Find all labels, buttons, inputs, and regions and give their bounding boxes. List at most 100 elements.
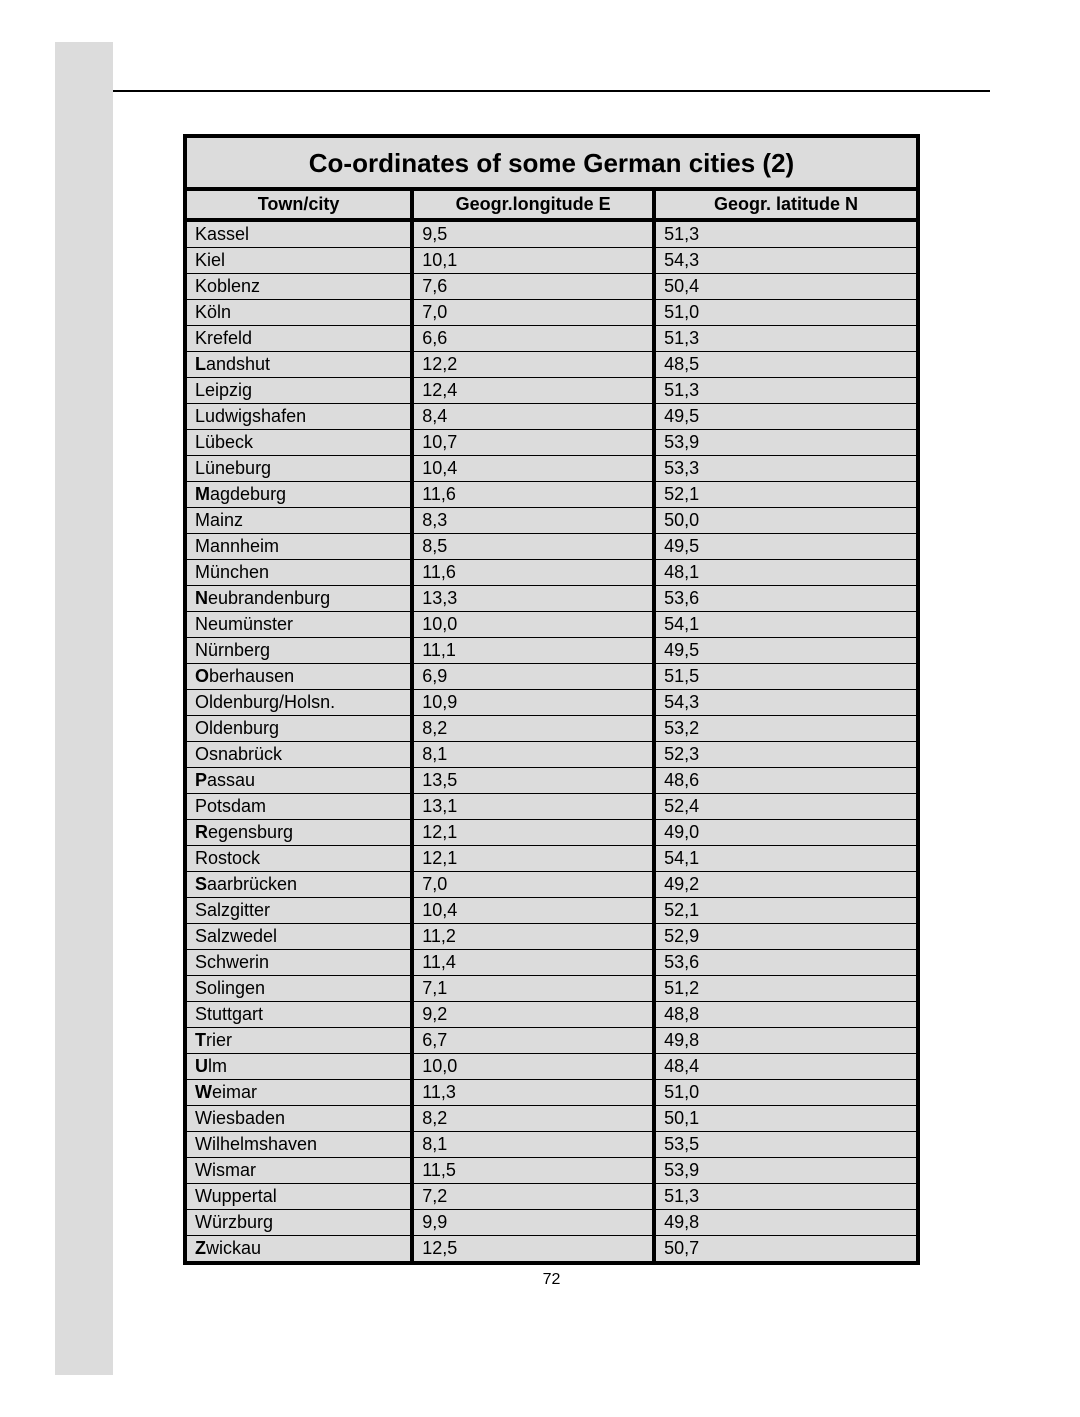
table-row: Regensburg12,149,0 — [185, 820, 918, 846]
table-row: Kiel10,154,3 — [185, 248, 918, 274]
cell-longitude: 13,5 — [412, 768, 654, 794]
cell-latitude: 48,4 — [654, 1054, 918, 1080]
cell-longitude: 8,5 — [412, 534, 654, 560]
table-row: Lübeck10,753,9 — [185, 430, 918, 456]
table-row: Ulm10,048,4 — [185, 1054, 918, 1080]
cell-latitude: 51,5 — [654, 664, 918, 690]
cell-city: Zwickau — [185, 1236, 412, 1264]
table-row: Mainz8,350,0 — [185, 508, 918, 534]
cell-latitude: 49,8 — [654, 1210, 918, 1236]
cell-latitude: 49,5 — [654, 638, 918, 664]
cell-latitude: 53,3 — [654, 456, 918, 482]
cell-longitude: 7,6 — [412, 274, 654, 300]
table-row: Lüneburg10,453,3 — [185, 456, 918, 482]
cell-latitude: 48,5 — [654, 352, 918, 378]
table-row: Neumünster10,054,1 — [185, 612, 918, 638]
cell-city: Oldenburg — [185, 716, 412, 742]
cell-latitude: 48,8 — [654, 1002, 918, 1028]
cell-longitude: 10,0 — [412, 612, 654, 638]
cell-city: Leipzig — [185, 378, 412, 404]
cell-city: Landshut — [185, 352, 412, 378]
cell-longitude: 7,0 — [412, 300, 654, 326]
cell-latitude: 50,4 — [654, 274, 918, 300]
cell-city: Mannheim — [185, 534, 412, 560]
cell-latitude: 50,1 — [654, 1106, 918, 1132]
table-row: Nürnberg11,149,5 — [185, 638, 918, 664]
cell-longitude: 10,0 — [412, 1054, 654, 1080]
table-header-row: Town/city Geogr.longitude E Geogr. latit… — [185, 189, 918, 220]
table-row: Rostock12,154,1 — [185, 846, 918, 872]
table-row: Potsdam13,152,4 — [185, 794, 918, 820]
cell-city: Wiesbaden — [185, 1106, 412, 1132]
cell-longitude: 6,6 — [412, 326, 654, 352]
cell-longitude: 12,1 — [412, 846, 654, 872]
cell-city: Oldenburg/Holsn. — [185, 690, 412, 716]
cell-longitude: 11,4 — [412, 950, 654, 976]
table-row: Weimar11,351,0 — [185, 1080, 918, 1106]
cell-latitude: 51,3 — [654, 1184, 918, 1210]
cell-city: Oberhausen — [185, 664, 412, 690]
cell-longitude: 12,5 — [412, 1236, 654, 1264]
cell-latitude: 50,7 — [654, 1236, 918, 1264]
cell-longitude: 9,5 — [412, 220, 654, 248]
cell-latitude: 54,1 — [654, 612, 918, 638]
table-row: Saarbrücken7,049,2 — [185, 872, 918, 898]
cell-city: Ludwigshafen — [185, 404, 412, 430]
table-row: Ludwigshafen8,449,5 — [185, 404, 918, 430]
cell-latitude: 53,9 — [654, 430, 918, 456]
cell-city: Würzburg — [185, 1210, 412, 1236]
cell-city: Köln — [185, 300, 412, 326]
coordinates-table-wrap: Co-ordinates of some German cities (2) T… — [183, 134, 920, 1289]
cell-city: Lüneburg — [185, 456, 412, 482]
cell-city: Ulm — [185, 1054, 412, 1080]
table-title: Co-ordinates of some German cities (2) — [183, 134, 920, 187]
table-row: Würzburg9,949,8 — [185, 1210, 918, 1236]
cell-longitude: 6,9 — [412, 664, 654, 690]
cell-longitude: 12,1 — [412, 820, 654, 846]
cell-latitude: 53,2 — [654, 716, 918, 742]
left-margin-bar — [55, 42, 113, 1375]
cell-latitude: 49,8 — [654, 1028, 918, 1054]
cell-latitude: 53,6 — [654, 950, 918, 976]
document-page: Co-ordinates of some German cities (2) T… — [0, 0, 1080, 1417]
cell-latitude: 54,1 — [654, 846, 918, 872]
cell-latitude: 49,5 — [654, 404, 918, 430]
cell-city: Salzgitter — [185, 898, 412, 924]
cell-longitude: 12,4 — [412, 378, 654, 404]
cell-longitude: 8,4 — [412, 404, 654, 430]
cell-latitude: 52,3 — [654, 742, 918, 768]
cell-city: Saarbrücken — [185, 872, 412, 898]
cell-city: Wuppertal — [185, 1184, 412, 1210]
cell-city: Krefeld — [185, 326, 412, 352]
cell-latitude: 52,9 — [654, 924, 918, 950]
cell-latitude: 51,0 — [654, 300, 918, 326]
cell-longitude: 8,2 — [412, 1106, 654, 1132]
cell-latitude: 54,3 — [654, 248, 918, 274]
table-row: Oldenburg/Holsn.10,954,3 — [185, 690, 918, 716]
table-row: Landshut12,248,5 — [185, 352, 918, 378]
table-row: Salzgitter10,452,1 — [185, 898, 918, 924]
cell-city: Koblenz — [185, 274, 412, 300]
cell-city: Weimar — [185, 1080, 412, 1106]
cell-longitude: 7,0 — [412, 872, 654, 898]
table-row: Passau13,548,6 — [185, 768, 918, 794]
cell-city: Salzwedel — [185, 924, 412, 950]
cell-longitude: 10,1 — [412, 248, 654, 274]
column-header-longitude: Geogr.longitude E — [412, 189, 654, 220]
cell-latitude: 53,5 — [654, 1132, 918, 1158]
cell-city: Mainz — [185, 508, 412, 534]
table-row: Oberhausen6,951,5 — [185, 664, 918, 690]
table-row: Kassel9,551,3 — [185, 220, 918, 248]
table-row: Magdeburg11,652,1 — [185, 482, 918, 508]
cell-latitude: 51,3 — [654, 220, 918, 248]
cell-latitude: 51,3 — [654, 326, 918, 352]
cell-longitude: 9,2 — [412, 1002, 654, 1028]
cell-city: Neubrandenburg — [185, 586, 412, 612]
cell-city: Potsdam — [185, 794, 412, 820]
cell-longitude: 9,9 — [412, 1210, 654, 1236]
cell-city: München — [185, 560, 412, 586]
table-row: Mannheim8,549,5 — [185, 534, 918, 560]
table-row: Wuppertal7,251,3 — [185, 1184, 918, 1210]
cell-latitude: 52,1 — [654, 482, 918, 508]
table-row: Köln7,051,0 — [185, 300, 918, 326]
